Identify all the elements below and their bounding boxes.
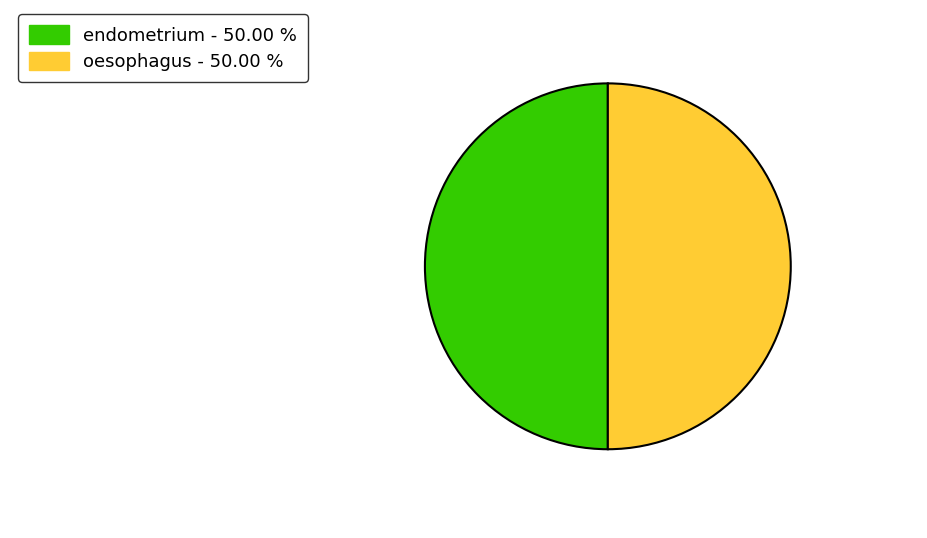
Legend: endometrium - 50.00 %, oesophagus - 50.00 %: endometrium - 50.00 %, oesophagus - 50.0… bbox=[19, 15, 308, 82]
Wedge shape bbox=[425, 83, 607, 449]
Wedge shape bbox=[607, 83, 790, 449]
